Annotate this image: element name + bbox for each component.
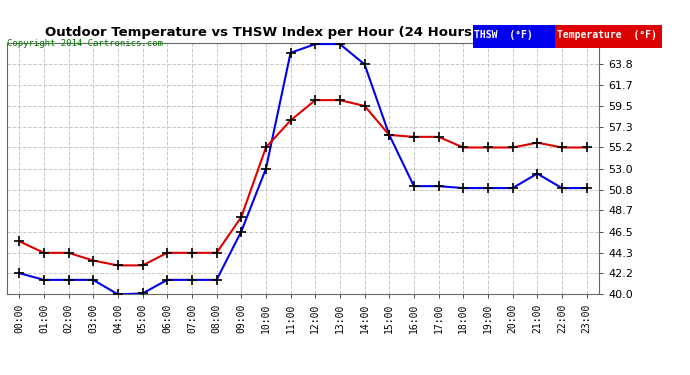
Text: THSW  (°F): THSW (°F) <box>474 30 533 40</box>
Text: Temperature  (°F): Temperature (°F) <box>557 30 657 40</box>
Title: Outdoor Temperature vs THSW Index per Hour (24 Hours)  20141012: Outdoor Temperature vs THSW Index per Ho… <box>45 26 561 39</box>
Text: Copyright 2014 Cartronics.com: Copyright 2014 Cartronics.com <box>7 39 163 48</box>
